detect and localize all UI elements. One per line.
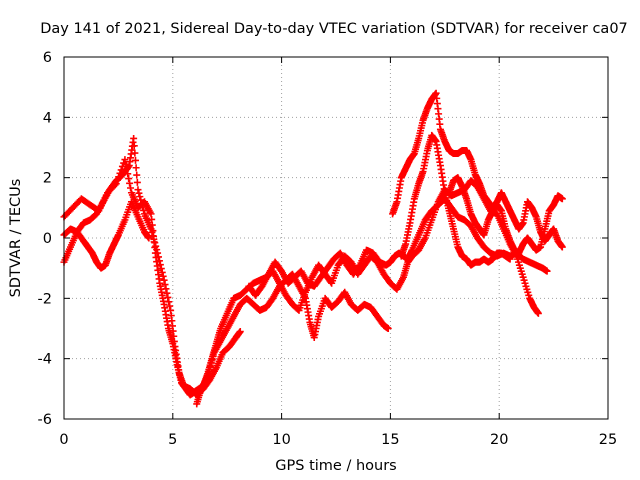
y-tick-label: -4 bbox=[38, 352, 52, 368]
data-point bbox=[126, 179, 134, 187]
data-point bbox=[133, 171, 141, 179]
data-point bbox=[153, 246, 161, 254]
data-point bbox=[152, 242, 160, 250]
data-point bbox=[558, 243, 566, 251]
data-point bbox=[204, 373, 212, 381]
data-point bbox=[164, 293, 172, 301]
data-point bbox=[534, 309, 542, 317]
y-tick-label: 2 bbox=[43, 171, 52, 187]
data-point bbox=[157, 265, 165, 273]
data-points bbox=[60, 89, 566, 408]
x-tick-label: 15 bbox=[381, 432, 399, 448]
data-point bbox=[384, 325, 392, 332]
data-point bbox=[166, 302, 174, 310]
data-point bbox=[135, 189, 143, 197]
data-point bbox=[148, 228, 156, 236]
data-point bbox=[506, 255, 514, 263]
x-tick-label: 0 bbox=[59, 432, 68, 448]
data-point bbox=[136, 193, 144, 201]
series-track-6 bbox=[397, 131, 514, 269]
x-tick-label: 20 bbox=[490, 432, 508, 448]
x-tick-label: 10 bbox=[272, 432, 290, 448]
data-point bbox=[138, 200, 146, 208]
data-point bbox=[139, 203, 147, 211]
data-point bbox=[159, 272, 167, 280]
data-point bbox=[154, 249, 162, 257]
y-tick-label: 4 bbox=[43, 110, 52, 126]
data-point bbox=[163, 289, 171, 297]
data-point bbox=[140, 206, 148, 214]
data-point bbox=[151, 239, 159, 247]
data-point bbox=[209, 352, 217, 360]
data-point bbox=[130, 134, 138, 142]
data-point bbox=[127, 184, 135, 192]
data-point bbox=[133, 178, 141, 186]
x-tick-label: 5 bbox=[168, 432, 177, 448]
y-tick-label: 0 bbox=[43, 231, 52, 247]
chart-title: Day 141 of 2021, Sidereal Day-to-day VTE… bbox=[40, 21, 628, 37]
data-point bbox=[134, 186, 142, 194]
y-tick-label: -6 bbox=[38, 412, 52, 428]
series-track-5 bbox=[389, 89, 566, 251]
grid-lines bbox=[64, 57, 608, 419]
tick-labels: 0 5 10 15 20 25 -6 -4 -2 0 2 4 6 bbox=[38, 50, 618, 448]
data-point bbox=[125, 175, 133, 183]
data-point bbox=[208, 356, 216, 364]
x-tick-label: 25 bbox=[599, 432, 617, 448]
data-point bbox=[155, 257, 163, 265]
data-point bbox=[145, 234, 153, 242]
y-axis-label: SDTVAR / TECUs bbox=[8, 179, 24, 298]
data-point bbox=[558, 195, 566, 203]
data-point bbox=[156, 261, 164, 269]
data-point bbox=[131, 156, 139, 164]
data-point bbox=[207, 359, 215, 367]
data-point bbox=[206, 362, 214, 370]
data-point bbox=[124, 163, 132, 171]
data-point bbox=[205, 366, 213, 374]
data-point bbox=[130, 142, 138, 150]
data-point bbox=[131, 149, 139, 157]
data-point bbox=[543, 267, 551, 275]
data-point bbox=[160, 276, 168, 284]
data-point bbox=[121, 156, 129, 164]
y-tick-label: 6 bbox=[43, 50, 52, 66]
data-point bbox=[147, 225, 155, 233]
data-point bbox=[205, 369, 213, 377]
data-point bbox=[132, 164, 140, 172]
y-tick-label: -2 bbox=[38, 291, 52, 307]
data-point bbox=[162, 285, 170, 293]
series-track-8 bbox=[445, 174, 566, 257]
x-axis-label: GPS time / hours bbox=[275, 458, 396, 474]
data-point bbox=[137, 196, 145, 204]
data-point bbox=[150, 235, 158, 243]
data-point bbox=[155, 253, 163, 261]
data-point bbox=[236, 328, 244, 336]
plot-frame bbox=[63, 56, 609, 420]
data-point bbox=[158, 268, 166, 276]
data-point bbox=[165, 298, 173, 306]
data-point bbox=[161, 281, 169, 289]
